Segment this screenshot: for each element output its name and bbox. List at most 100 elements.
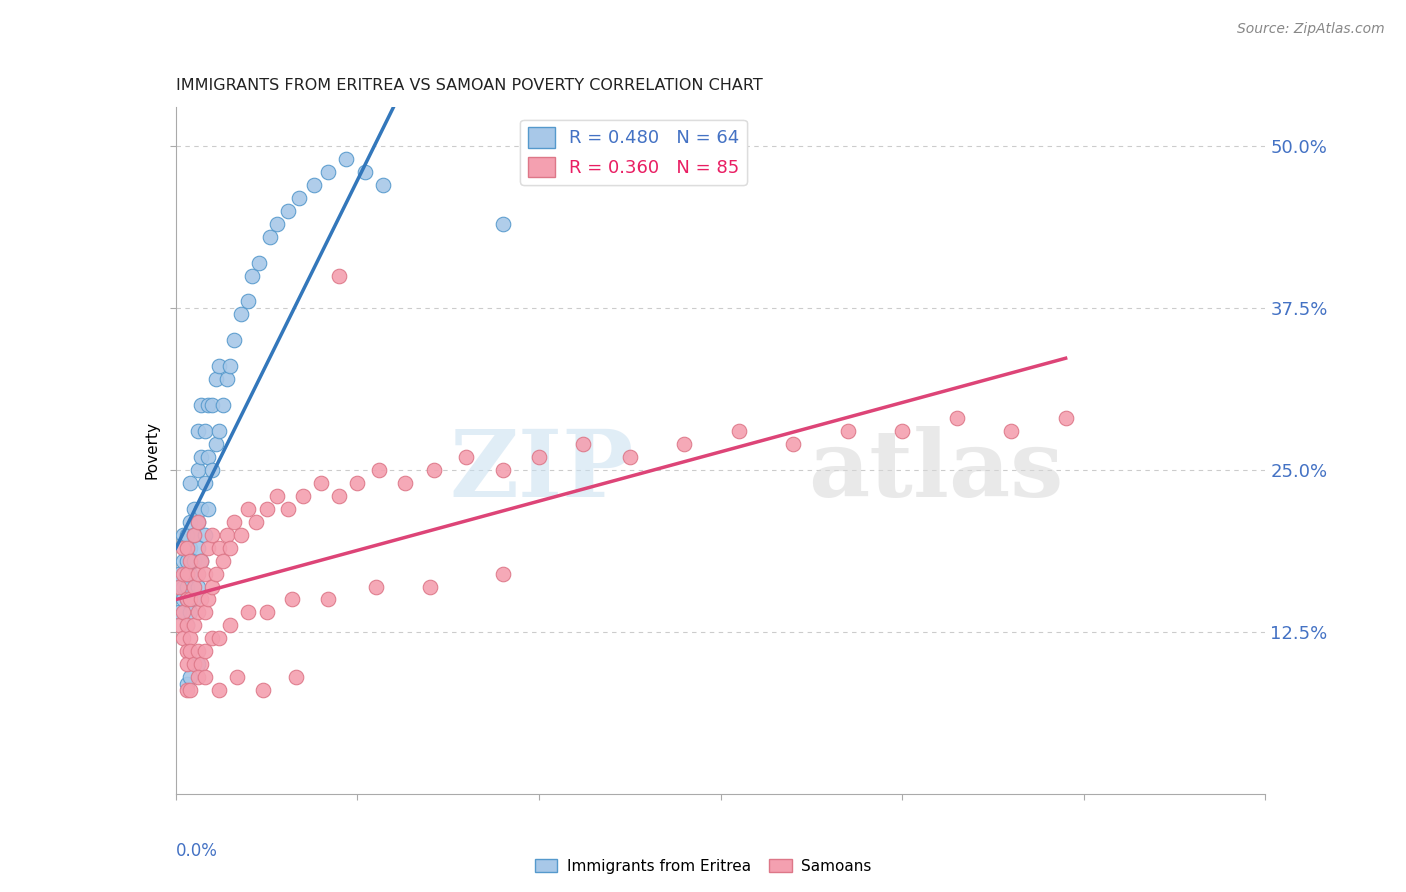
- Point: [256, 606, 278, 620]
- Point: [318, 592, 340, 607]
- Point: [1054, 411, 1077, 425]
- Point: [197, 501, 219, 516]
- Point: [219, 541, 242, 555]
- Point: [186, 670, 209, 684]
- Point: [194, 670, 217, 684]
- Point: [197, 450, 219, 464]
- Point: [172, 541, 194, 555]
- Point: [212, 553, 235, 567]
- Point: [204, 566, 226, 581]
- Point: [456, 450, 478, 464]
- Text: ZIP: ZIP: [449, 426, 633, 516]
- Point: [186, 515, 209, 529]
- Point: [176, 677, 198, 691]
- Point: [419, 580, 441, 594]
- Point: [245, 515, 267, 529]
- Point: [186, 580, 209, 594]
- Point: [197, 592, 219, 607]
- Point: [179, 475, 201, 490]
- Point: [226, 670, 249, 684]
- Point: [215, 372, 238, 386]
- Point: [190, 592, 212, 607]
- Point: [328, 268, 350, 283]
- Point: [222, 515, 245, 529]
- Point: [183, 501, 205, 516]
- Point: [247, 255, 270, 269]
- Point: [179, 541, 201, 555]
- Point: [172, 580, 194, 594]
- Point: [238, 501, 260, 516]
- Point: [186, 606, 209, 620]
- Point: [190, 553, 212, 567]
- Point: [673, 437, 696, 451]
- Point: [281, 592, 304, 607]
- Point: [186, 515, 209, 529]
- Point: [204, 437, 226, 451]
- Point: [176, 644, 198, 658]
- Point: [335, 152, 357, 166]
- Point: [186, 541, 209, 555]
- Point: [169, 606, 191, 620]
- Point: [172, 592, 194, 607]
- Point: [208, 424, 231, 438]
- Point: [172, 527, 194, 541]
- Point: [492, 566, 515, 581]
- Point: [318, 165, 340, 179]
- Point: [176, 566, 198, 581]
- Point: [891, 424, 914, 438]
- Point: [364, 580, 387, 594]
- Text: Source: ZipAtlas.com: Source: ZipAtlas.com: [1237, 22, 1385, 37]
- Point: [837, 424, 859, 438]
- Point: [201, 463, 224, 477]
- Point: [186, 657, 209, 672]
- Point: [371, 178, 394, 192]
- Point: [183, 580, 205, 594]
- Point: [194, 606, 217, 620]
- Point: [176, 553, 198, 567]
- Point: [284, 670, 307, 684]
- Legend: R = 0.480   N = 64, R = 0.360   N = 85: R = 0.480 N = 64, R = 0.360 N = 85: [520, 120, 747, 185]
- Point: [194, 527, 217, 541]
- Point: [302, 178, 325, 192]
- Point: [197, 541, 219, 555]
- Point: [176, 527, 198, 541]
- Point: [394, 475, 416, 490]
- Point: [186, 463, 209, 477]
- Point: [219, 359, 242, 374]
- Y-axis label: Poverty: Poverty: [145, 421, 160, 480]
- Point: [179, 632, 201, 646]
- Point: [492, 463, 515, 477]
- Point: [186, 566, 209, 581]
- Point: [277, 501, 299, 516]
- Text: atlas: atlas: [807, 426, 1063, 516]
- Point: [266, 489, 288, 503]
- Point: [172, 553, 194, 567]
- Point: [172, 632, 194, 646]
- Point: [231, 307, 253, 321]
- Text: IMMIGRANTS FROM ERITREA VS SAMOAN POVERTY CORRELATION CHART: IMMIGRANTS FROM ERITREA VS SAMOAN POVERT…: [176, 78, 762, 94]
- Point: [328, 489, 350, 503]
- Point: [169, 618, 191, 632]
- Point: [208, 541, 231, 555]
- Point: [176, 618, 198, 632]
- Point: [291, 489, 314, 503]
- Text: 0.0%: 0.0%: [176, 842, 218, 860]
- Point: [194, 475, 217, 490]
- Point: [222, 334, 245, 348]
- Point: [183, 657, 205, 672]
- Point: [194, 566, 217, 581]
- Point: [179, 515, 201, 529]
- Point: [204, 372, 226, 386]
- Point: [179, 566, 201, 581]
- Point: [183, 527, 205, 541]
- Point: [727, 424, 749, 438]
- Legend: Immigrants from Eritrea, Samoans: Immigrants from Eritrea, Samoans: [529, 853, 877, 880]
- Point: [190, 657, 212, 672]
- Point: [208, 632, 231, 646]
- Point: [179, 683, 201, 698]
- Point: [179, 644, 201, 658]
- Point: [201, 632, 224, 646]
- Point: [194, 424, 217, 438]
- Point: [176, 580, 198, 594]
- Point: [176, 618, 198, 632]
